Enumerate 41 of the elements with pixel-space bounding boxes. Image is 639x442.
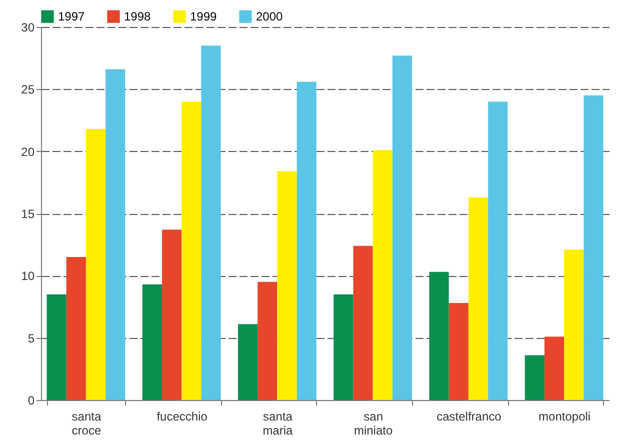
bar <box>66 257 86 400</box>
bar <box>238 324 258 400</box>
bar <box>524 355 544 400</box>
bar <box>584 95 604 400</box>
bar <box>353 246 373 400</box>
bar <box>106 69 126 400</box>
bar <box>201 46 221 400</box>
bar <box>488 102 508 400</box>
x-tick-label: san miniato <box>354 410 393 438</box>
bar <box>448 303 468 400</box>
bar <box>544 336 564 400</box>
bar <box>372 150 392 400</box>
bar <box>86 128 106 400</box>
bar <box>392 56 412 400</box>
y-tick-label: 15 <box>21 207 35 221</box>
y-tick-label: 5 <box>28 331 35 346</box>
bar <box>468 197 488 400</box>
y-tick-label: 10 <box>21 269 35 284</box>
x-tick-label: santa croce <box>72 410 102 438</box>
bar <box>142 284 162 400</box>
y-tick-label: 30 <box>21 20 35 34</box>
legend-label: 1998 <box>124 10 152 24</box>
bar <box>258 282 278 400</box>
bar <box>334 294 354 400</box>
y-tick-label: 25 <box>21 82 35 97</box>
legend-label: 1999 <box>190 10 218 24</box>
y-tick-label: 20 <box>21 144 35 159</box>
bar <box>296 82 316 400</box>
bar <box>182 102 202 400</box>
bar <box>46 294 66 400</box>
bar <box>162 230 182 400</box>
x-tick-label: castelfranco <box>436 410 502 424</box>
y-tick-label: 0 <box>28 394 35 408</box>
bar <box>277 171 297 400</box>
x-tick-label: santa maria <box>262 410 294 438</box>
x-tick-label: fucecchio <box>156 410 208 424</box>
x-tick-label: montopoli <box>538 410 591 424</box>
legend-label: 1997 <box>58 10 86 24</box>
bar <box>429 272 449 400</box>
bar <box>564 250 584 400</box>
legend-label: 2000 <box>256 10 284 24</box>
